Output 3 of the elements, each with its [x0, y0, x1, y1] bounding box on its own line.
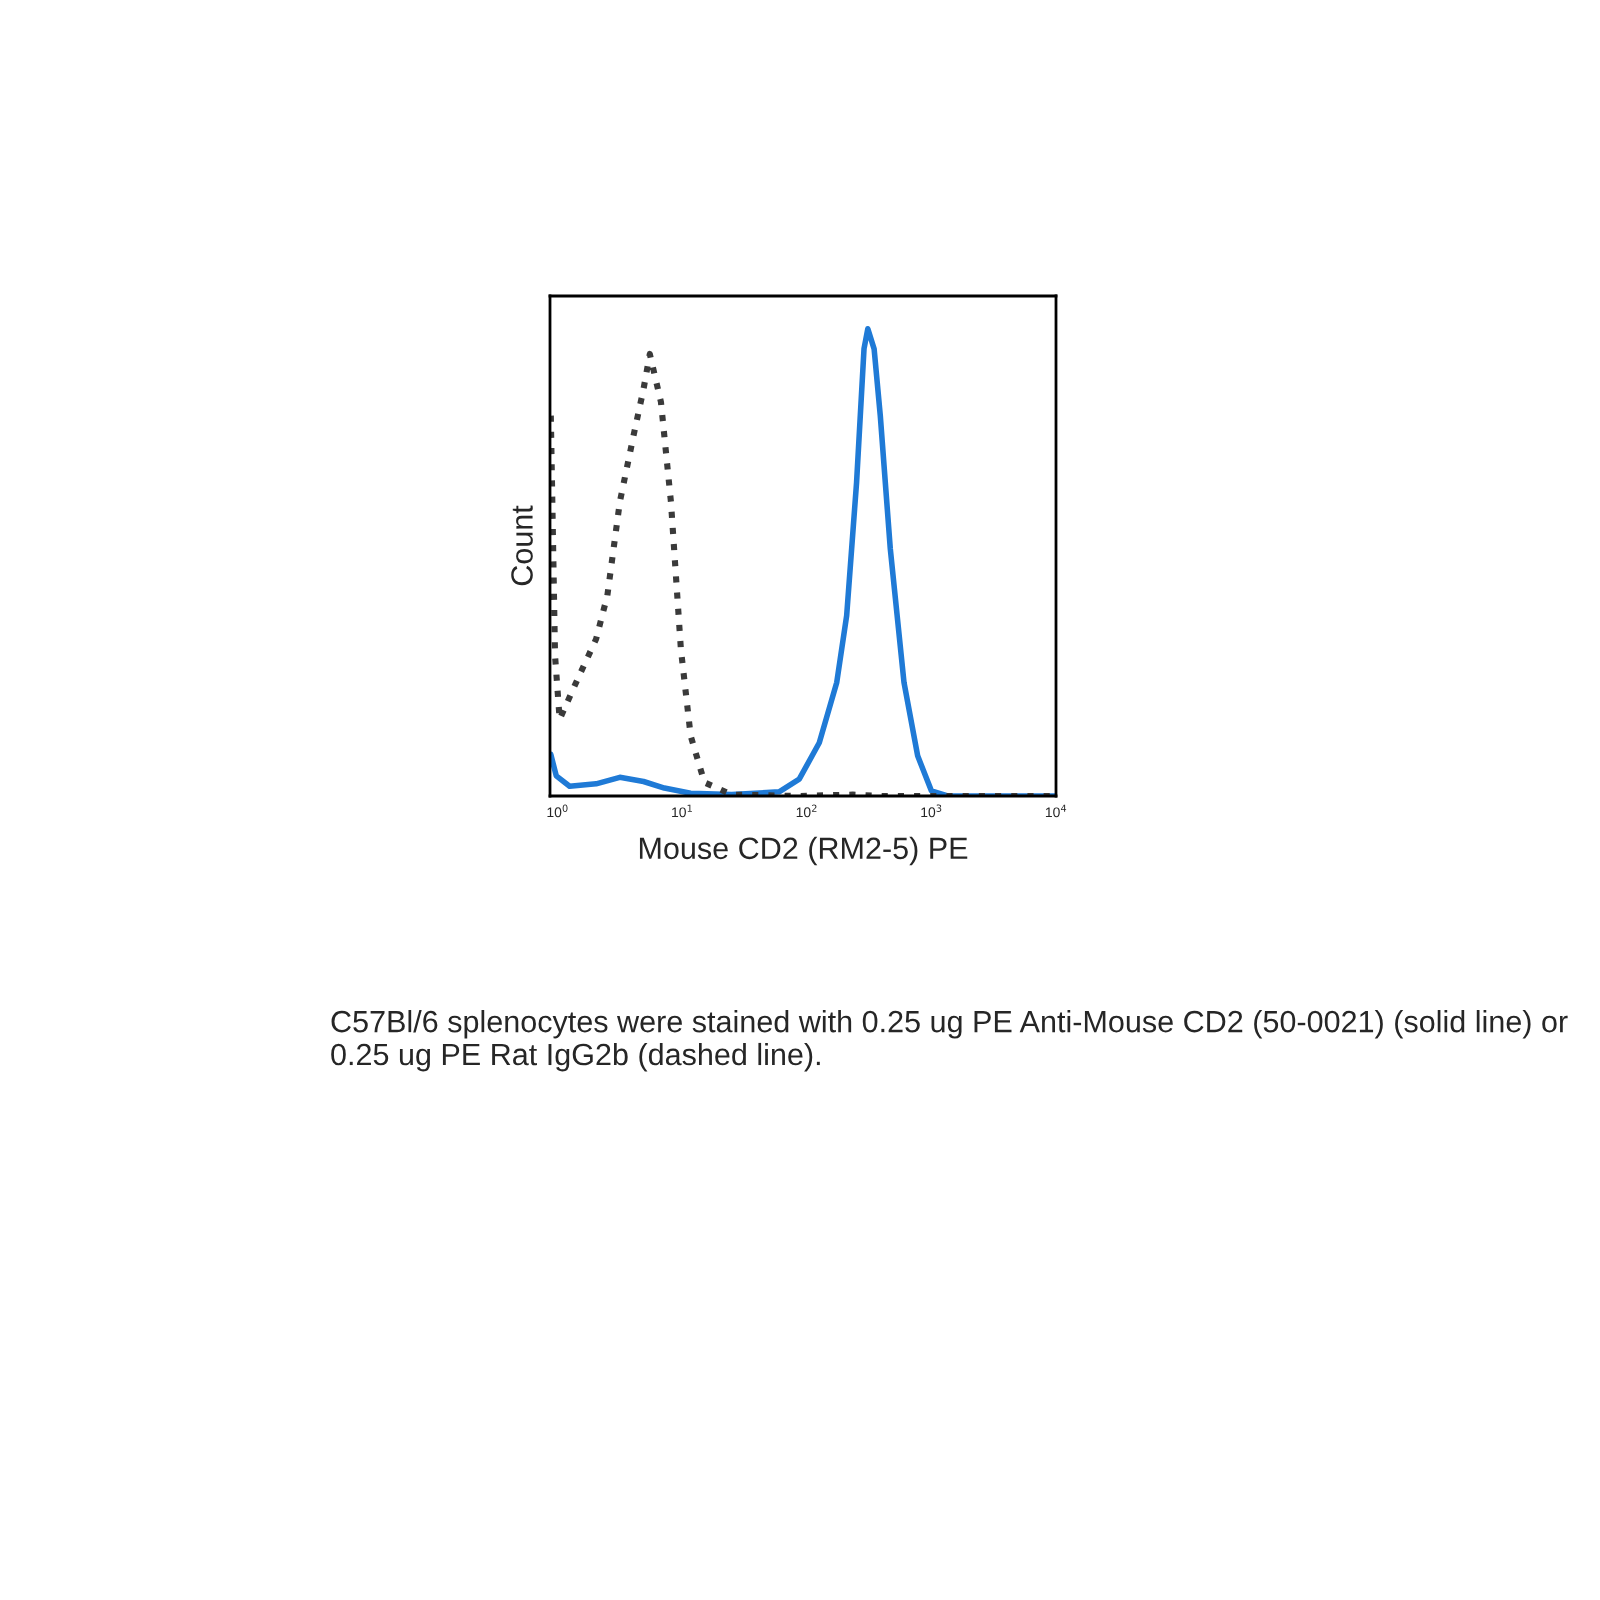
x-axis-title: Mouse CD2 (RM2-5) PE [639, 836, 968, 866]
y-axis-title: Count [511, 505, 533, 586]
text: C57Bl/6 splenocytes were stained with 0.25 ug PE Anti-Mouse CD2 (50-0021) (solid line) or 0.25 ug PE Rat IgG2b (dashed line). [331, 1010, 1568, 1072]
